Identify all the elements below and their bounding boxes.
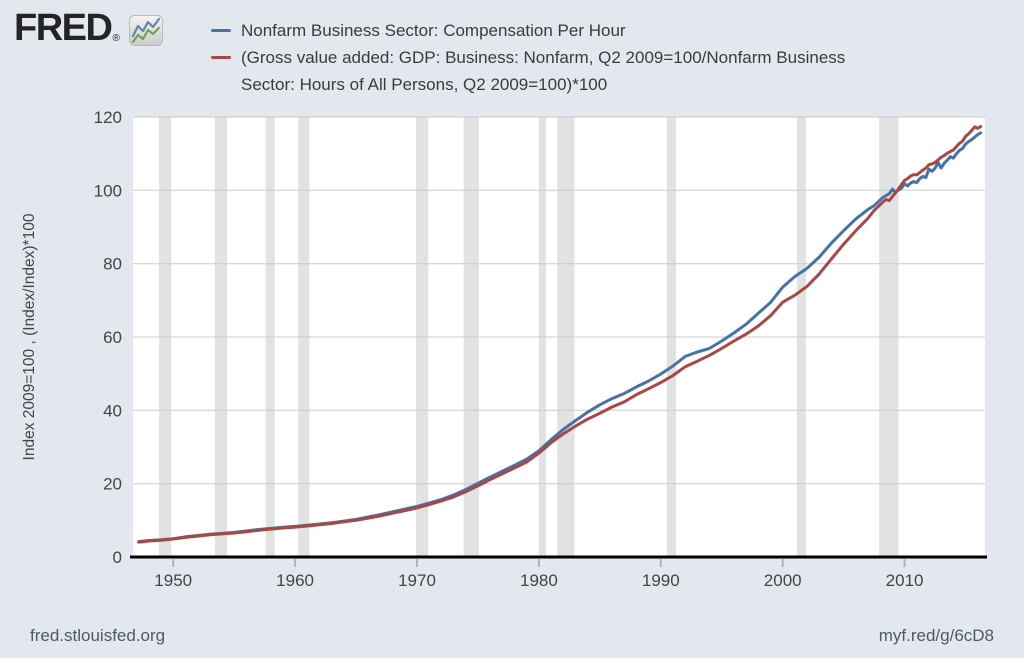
line-chart-icon — [128, 15, 163, 51]
y-tick-label: 80 — [103, 255, 122, 274]
legend-swatch-red — [211, 56, 231, 59]
fred-url-link[interactable]: fred.stlouisfed.org — [30, 626, 166, 645]
x-tick-label: 1990 — [642, 571, 680, 590]
fred-logo[interactable]: FRED ® — [14, 7, 163, 51]
legend-label-output-line2: Sector: Hours of All Persons, Q2 2009=10… — [241, 75, 608, 94]
y-tick-label: 20 — [103, 475, 122, 494]
x-tick-label: 1960 — [276, 571, 314, 590]
registered-trademark-icon: ® — [112, 33, 120, 44]
legend-label-compensation: Nonfarm Business Sector: Compensation Pe… — [241, 21, 626, 40]
footer: fred.stlouisfed.org myf.red/g/6cD8 — [0, 626, 1024, 648]
y-tick-label: 120 — [94, 108, 122, 127]
y-tick-label: 40 — [103, 401, 122, 420]
series-line-red[interactable] — [137, 125, 983, 544]
legend-label-output-line1: (Gross value added: GDP: Business: Nonfa… — [241, 48, 846, 67]
x-tick-label: 2010 — [886, 571, 924, 590]
legend-item-output-per-hour: (Gross value added: GDP: Business: Nonfa… — [211, 44, 845, 98]
y-tick-label: 100 — [94, 181, 122, 200]
legend-item-compensation: Nonfarm Business Sector: Compensation Pe… — [211, 17, 845, 44]
y-tick-label: 60 — [103, 328, 122, 347]
y-axis-title: Index 2009=100 , (Index/Index)*100 — [21, 213, 38, 460]
short-url-link[interactable]: myf.red/g/6cD8 — [878, 626, 994, 645]
x-tick-label: 1950 — [154, 571, 192, 590]
legend: Nonfarm Business Sector: Compensation Pe… — [211, 17, 845, 98]
x-tick-label: 1980 — [520, 571, 558, 590]
legend-swatch-blue — [211, 29, 231, 32]
fred-logo-text: FRED — [14, 7, 113, 49]
x-tick-label: 1970 — [398, 571, 436, 590]
y-tick-label: 0 — [113, 548, 122, 567]
x-tick-label: 2000 — [764, 571, 802, 590]
